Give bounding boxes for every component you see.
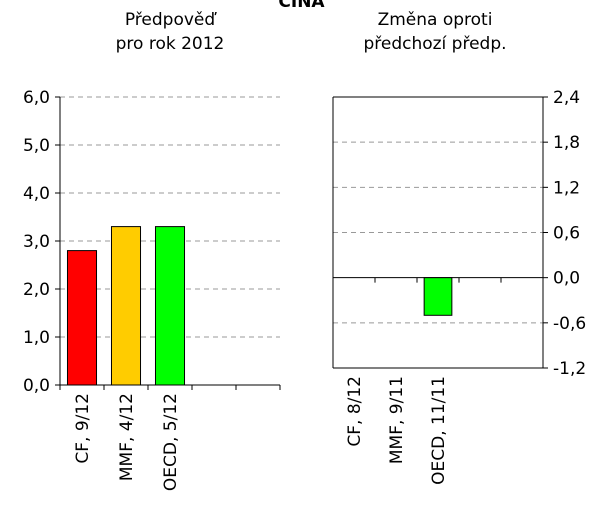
right-y-tick-label: 1,2 [553,178,580,198]
left-y-tick-label: 6,0 [23,88,50,108]
right-subtitle-line-1: Změna oproti [377,10,493,30]
left-category-label: MMF, 4/12 [117,393,137,481]
right-y-tick-label: 1,8 [553,133,580,153]
left-chart-subtitle: Předpověď pro rok 2012 [60,8,280,56]
chart-title: ČÍNA [278,0,325,12]
right-bar-2 [423,277,453,316]
right-category-label: MMF, 9/11 [387,376,407,464]
left-bar-0 [66,250,98,386]
right-category-label: OECD, 11/11 [429,376,449,485]
left-subtitle-line-2: pro rok 2012 [115,34,225,54]
left-bar-1 [110,226,142,386]
right-y-tick-label: -0,6 [553,314,586,334]
right-category-label: CF, 8/12 [345,376,365,447]
left-y-tick-label: 0,0 [23,376,50,396]
right-subtitle-line-2: předchozí předp. [363,34,507,54]
right-y-tick-label: -1,2 [553,359,586,379]
right-y-tick-label: 0,6 [553,224,580,244]
left-y-tick-label: 1,0 [23,328,50,348]
left-bar-2 [154,226,186,386]
left-category-label: CF, 9/12 [73,393,93,464]
right-y-tick-label: 2,4 [553,88,580,108]
left-y-tick-label: 4,0 [23,184,50,204]
left-category-label: OECD, 5/12 [161,393,181,491]
left-y-tick-label: 2,0 [23,280,50,300]
right-chart-subtitle: Změna oproti předchozí předp. [325,8,545,56]
left-y-tick-label: 3,0 [23,232,50,252]
left-y-tick-label: 5,0 [23,136,50,156]
right-y-tick-label: 0,0 [553,269,580,289]
left-subtitle-line-1: Předpověď [124,10,216,30]
